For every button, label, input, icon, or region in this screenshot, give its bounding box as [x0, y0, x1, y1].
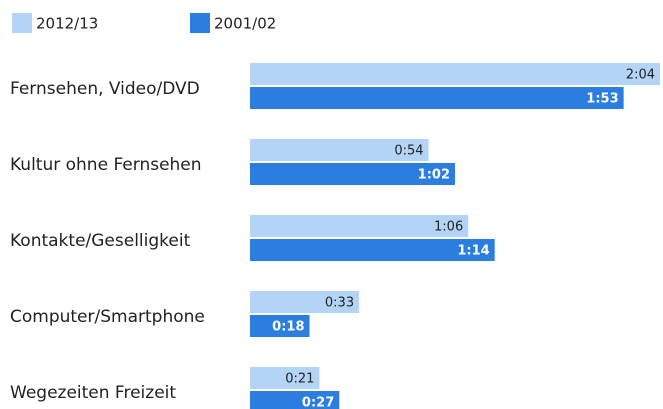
value-label: 0:33	[325, 296, 354, 311]
bar	[250, 239, 495, 261]
bar	[250, 315, 310, 337]
category-label: Wegezeiten Freizeit	[10, 383, 176, 403]
bar	[250, 215, 469, 237]
bar	[250, 367, 320, 389]
value-label: 0:27	[302, 396, 334, 409]
value-label: 1:02	[418, 168, 450, 183]
value-label: 1:14	[457, 244, 489, 259]
legend-label: 2012/13	[36, 15, 98, 33]
bar	[250, 291, 360, 313]
category-label: Kultur ohne Fernsehen	[10, 155, 202, 175]
legend-swatch	[190, 13, 210, 33]
value-label: 0:54	[394, 144, 423, 159]
bar	[250, 87, 624, 109]
value-label: 1:06	[434, 220, 463, 235]
category-label: Computer/Smartphone	[10, 307, 205, 327]
value-label: 1:53	[586, 92, 618, 107]
category-label: Kontakte/Geselligkeit	[10, 231, 191, 251]
value-label: 0:18	[272, 320, 304, 335]
bar	[250, 163, 455, 185]
category-label: Fernsehen, Video/DVD	[10, 79, 200, 99]
bar	[250, 391, 340, 409]
legend-swatch	[12, 13, 32, 33]
legend-label: 2001/02	[214, 15, 276, 33]
bar	[250, 139, 429, 161]
value-label: 0:21	[285, 372, 314, 387]
value-label: 2:04	[626, 68, 655, 83]
bar	[250, 63, 660, 85]
